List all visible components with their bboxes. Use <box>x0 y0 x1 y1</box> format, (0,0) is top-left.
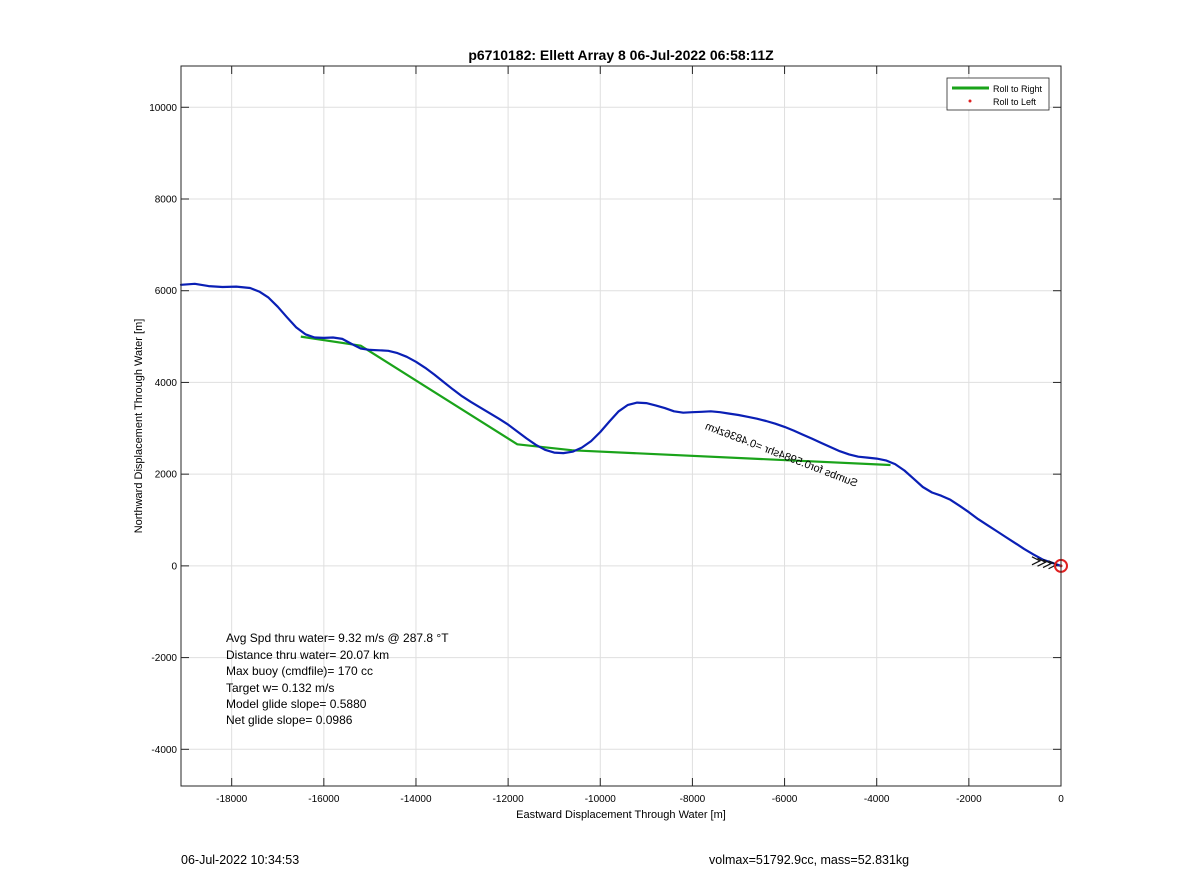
legend-label-roll-left: Roll to Left <box>993 97 1037 107</box>
y-tick-label: -4000 <box>151 745 177 756</box>
stat-line: Max buoy (cmdfile)= 170 cc <box>226 664 373 678</box>
stat-line: Target w= 0.132 m/s <box>226 681 334 695</box>
y-tick-label: 8000 <box>155 194 178 205</box>
y-tick-label: 4000 <box>155 378 178 389</box>
x-tick-label: -12000 <box>493 794 525 805</box>
stat-line: Model glide slope= 0.5880 <box>226 697 367 711</box>
y-tick-label: 2000 <box>155 470 178 481</box>
heading-marker <box>1048 560 1058 570</box>
y-axis-label: Northward Displacement Through Water [m] <box>133 319 145 534</box>
roll-to-right-segment <box>300 335 573 452</box>
stat-line: Avg Spd thru water= 9.32 m/s @ 287.8 °T <box>226 631 449 645</box>
x-tick-label: -8000 <box>680 794 706 805</box>
glider-track-line <box>179 282 1063 568</box>
heading-marker <box>1031 556 1042 566</box>
legend-box <box>946 77 1050 111</box>
heading-marker <box>1042 559 1053 569</box>
x-tick-label: -18000 <box>216 794 248 805</box>
stats-annotation: Avg Spd thru water= 9.32 m/s @ 287.8 °T … <box>226 631 449 727</box>
y-tick-label: 10000 <box>149 103 177 114</box>
heading-marker <box>1037 557 1047 567</box>
x-axis-label: Eastward Displacement Through Water [m] <box>516 809 726 821</box>
stat-line: Net glide slope= 0.0986 <box>226 713 353 727</box>
x-tick-label: -2000 <box>956 794 982 805</box>
plot-frame <box>180 65 1062 787</box>
footer-timestamp: 06-Jul-2022 10:34:53 <box>181 853 300 867</box>
chart-title: p6710182: Ellett Array 8 06-Jul-2022 06:… <box>468 47 774 63</box>
footer-info: volmax=51792.9cc, mass=52.831kg <box>709 853 910 867</box>
legend-swatch-roll-left <box>968 99 972 103</box>
y-tick-label: 0 <box>171 561 177 572</box>
y-tick-label: -2000 <box>151 653 177 664</box>
grid <box>181 66 1062 786</box>
plot-area <box>181 66 1061 786</box>
stat-line: Distance thru water= 20.07 km <box>226 648 389 662</box>
x-tick-label: -6000 <box>772 794 798 805</box>
roll-to-right-segment <box>572 449 891 467</box>
x-tick-label: -10000 <box>585 794 617 805</box>
y-tick-label: 6000 <box>155 286 178 297</box>
x-tick-label: -14000 <box>400 794 432 805</box>
legend: Roll to Right Roll to Left <box>946 77 1050 111</box>
x-tick-label: -4000 <box>864 794 890 805</box>
x-tick-label: 0 <box>1058 794 1064 805</box>
ticks: -18000 -16000 -14000 -12000 -10000 -8000 -6000… <box>149 66 1064 805</box>
legend-label-roll-right: Roll to Right <box>993 84 1043 94</box>
x-tick-label: -16000 <box>308 794 340 805</box>
